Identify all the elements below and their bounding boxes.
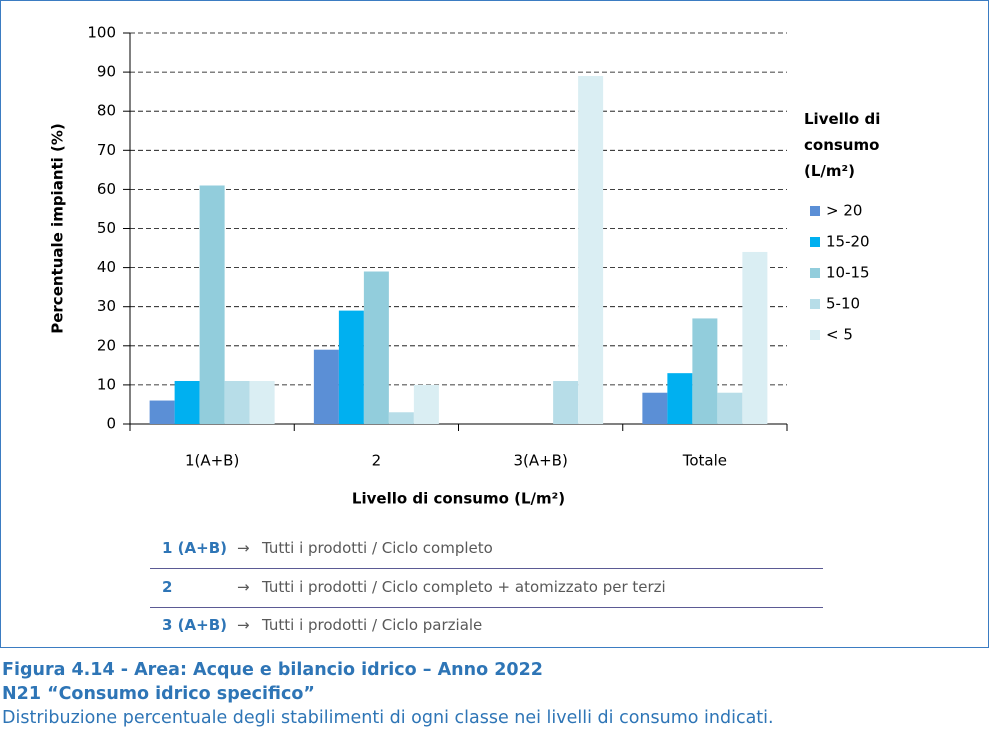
bar — [313, 349, 339, 424]
y-tick-label: 30 — [97, 297, 116, 315]
legend-label: < 5 — [826, 326, 853, 344]
caption-title: Area: Acque e bilancio idrico – Anno 202… — [134, 660, 543, 680]
bar — [199, 185, 225, 424]
y-tick-label: 80 — [97, 102, 116, 120]
row-arrow: → — [237, 577, 250, 596]
row-key: 1 (A+B) — [162, 539, 227, 557]
legend-swatch — [810, 299, 820, 309]
caption-subtitle: N21 “Consumo idrico specifico” — [2, 684, 315, 704]
legend-swatch — [810, 206, 820, 216]
bar — [742, 251, 768, 424]
bar — [174, 380, 200, 424]
caption-line: Figura 4.14 - Area: Acque e bilancio idr… — [2, 660, 543, 680]
y-axis-label: Percentuale impianti (%) — [49, 123, 67, 334]
bar — [642, 392, 668, 424]
y-tick-label: 60 — [97, 180, 116, 198]
figure-frame — [0, 0, 989, 648]
bar — [578, 76, 604, 424]
bar — [692, 318, 718, 424]
bar — [363, 271, 389, 424]
legend-swatch — [810, 237, 820, 247]
legend-swatch — [810, 268, 820, 278]
row-desc: Tutti i prodotti / Ciclo completo — [262, 539, 493, 557]
chart: 0 10 20 30 40 50 60 70 80 90 100 1(A+B) 2 3(A+B) Total… — [49, 24, 870, 508]
legend-label: 5-10 — [826, 295, 860, 313]
y-tick-label: 50 — [97, 219, 116, 237]
legend-swatch — [810, 330, 820, 340]
legend-label: 15-20 — [826, 233, 870, 251]
bar — [338, 310, 364, 424]
bar — [553, 380, 579, 424]
x-axis-label: Livello di consumo (L/m²) — [352, 490, 565, 508]
legend-title: Livello di consumo (L/m²) — [804, 110, 881, 180]
y-tick-label: 70 — [97, 141, 116, 159]
caption-text: Distribuzione percentuale degli stabilim… — [2, 708, 774, 728]
row-arrow: → — [237, 616, 250, 634]
bar — [149, 400, 175, 424]
separator: - — [120, 660, 129, 680]
figure-label: Figura 4.14 — [2, 660, 115, 680]
bar — [249, 380, 275, 424]
x-tick-label: 3(A+B) — [513, 452, 567, 470]
bar — [413, 384, 439, 424]
y-tick-label: 0 — [106, 415, 116, 433]
legend-row: 1 (A+B) → Tutti i prodotti / Ciclo complet… — [150, 530, 823, 569]
bar — [717, 392, 743, 424]
row-desc: Tutti i prodotti / Ciclo parziale — [262, 616, 483, 634]
bar — [224, 380, 250, 424]
bar — [667, 373, 693, 424]
row-desc: Tutti i prodotti / Ciclo completo + atom… — [262, 577, 666, 596]
legend-label: > 20 — [826, 202, 862, 220]
y-tick-label: 40 — [97, 258, 116, 276]
x-tick-label: Totale — [682, 452, 727, 470]
x-tick-label: 1(A+B) — [185, 452, 239, 470]
row-key: 2 — [162, 577, 173, 596]
x-tick-label: 2 — [372, 452, 382, 470]
bar — [388, 412, 414, 424]
row-key: 3 (A+B) — [162, 616, 227, 634]
y-tick-label: 20 — [97, 336, 116, 354]
y-tick-label: 100 — [87, 24, 116, 42]
row-arrow: → — [237, 539, 250, 557]
legend-row: 3 (A+B) → Tutti i prodotti / Ciclo parzial… — [150, 607, 823, 645]
y-tick-label: 10 — [97, 375, 116, 393]
legend-row: 2 → Tutti i prodotti / Ciclo completo + at… — [150, 569, 823, 608]
y-tick-label: 90 — [97, 63, 116, 81]
legend-label: 10-15 — [826, 264, 870, 282]
